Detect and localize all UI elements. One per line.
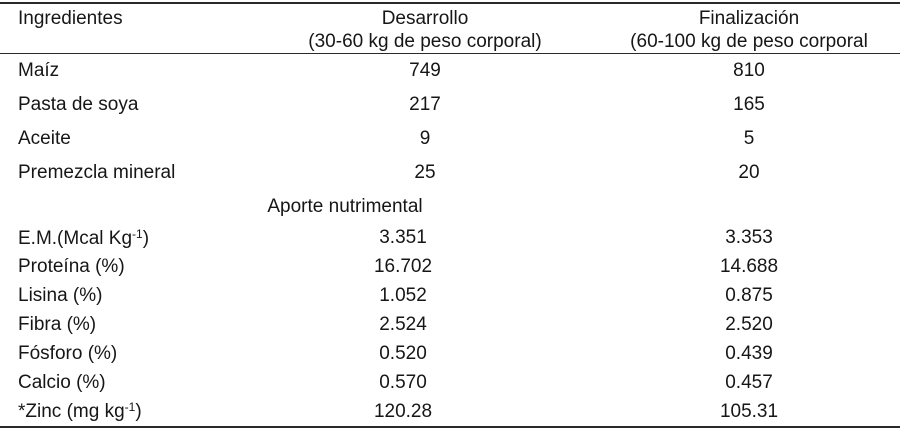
finalizacion-value-cell: 14.688: [719, 256, 779, 277]
row-label-cell: Maíz: [0, 54, 252, 88]
table-row: Fósforo (%) 0.520 0.439: [0, 340, 900, 369]
desarrollo-value-cell: 1.052: [379, 285, 427, 306]
table-body: Maíz 749 810 Pasta de soya 217 165 Aceite 9 5 Pre…: [0, 54, 900, 427]
row-label: Fibra (%): [18, 314, 97, 335]
column-header-desarrollo: Desarrollo (30-60 kg de peso corporal): [252, 3, 598, 54]
desarrollo-value-cell: 0.570: [379, 372, 427, 393]
row-label: Calcio (%): [18, 372, 106, 393]
table-row: Maíz 749 810: [0, 54, 900, 88]
row-label: Fósforo (%): [18, 343, 118, 364]
row-label: *Zinc (mg kg: [18, 401, 125, 422]
finalizacion-value-cell: 2.520: [725, 314, 773, 335]
table-row: Lisina (%) 1.052 0.875: [0, 282, 900, 311]
desarrollo-value-cell: 749: [409, 59, 441, 81]
row-label-cell: Calcio (%): [0, 369, 252, 398]
desarrollo-value-cell: 3.351: [379, 227, 427, 248]
header-line2: (30-60 kg de peso corporal): [308, 31, 542, 52]
desarrollo-value-cell: 25: [414, 161, 436, 183]
section-header-row: Aporte nutrimental: [0, 190, 900, 224]
desarrollo-value-cell: 2.524: [379, 314, 427, 335]
row-label: Maíz: [18, 59, 60, 81]
row-label-cell: Lisina (%): [0, 282, 252, 311]
section-header-cell: Aporte nutrimental: [267, 195, 423, 217]
superscript-exponent: -1: [132, 226, 143, 241]
finalizacion-value-cell: 0.875: [725, 285, 773, 306]
finalizacion-value-cell: 105.31: [719, 400, 779, 422]
finalizacion-value-cell: 810: [733, 59, 765, 81]
row-label-cell: Proteína (%): [0, 253, 252, 282]
finalizacion-value-cell: 3.353: [725, 227, 773, 248]
row-label: Premezcla mineral: [18, 161, 176, 183]
row-label: E.M.(Mcal Kg: [18, 227, 133, 249]
row-label-end: ): [135, 401, 142, 422]
row-label: Pasta de soya: [18, 93, 139, 115]
finalizacion-value-cell: 0.457: [725, 372, 773, 393]
row-label-cell: Pasta de soya: [0, 88, 252, 122]
finalizacion-value-cell: 5: [743, 127, 755, 149]
finalizacion-value-cell: 20: [738, 161, 760, 183]
table-row: E.M.(Mcal Kg-1) 3.351 3.353: [0, 224, 900, 253]
table-row: Premezcla mineral 25 20: [0, 156, 900, 190]
header-line1: Desarrollo: [381, 8, 469, 29]
table-header: Ingredientes Desarrollo (30-60 kg de pes…: [0, 3, 900, 54]
row-label: Lisina (%): [18, 285, 103, 306]
header-line2: (60-100 kg de peso corporal: [630, 31, 868, 52]
row-label: Proteína (%): [18, 256, 125, 277]
row-label-cell: Aceite: [0, 122, 252, 156]
header-line1: Finalización: [698, 8, 800, 29]
header-row: Ingredientes Desarrollo (30-60 kg de pes…: [0, 3, 900, 54]
desarrollo-value-cell: 9: [419, 127, 431, 149]
row-label-cell: Fibra (%): [0, 311, 252, 340]
row-label-cell: Premezcla mineral: [0, 156, 252, 190]
row-label-cell: E.M.(Mcal Kg-1): [0, 224, 252, 253]
desarrollo-value-cell: 0.520: [379, 343, 427, 364]
row-label-cell: *Zinc (mg kg-1): [0, 398, 252, 427]
row-label-end: ): [142, 227, 150, 249]
table-row: Proteína (%) 16.702 14.688: [0, 253, 900, 282]
column-header-finalizacion: Finalización (60-100 kg de peso corporal: [598, 3, 900, 54]
table-row: Pasta de soya 217 165: [0, 88, 900, 122]
desarrollo-value-cell: 217: [409, 93, 441, 115]
column-header-ingredientes: Ingredientes: [0, 3, 252, 54]
superscript-exponent: -1: [124, 400, 136, 414]
desarrollo-value-cell: 16.702: [373, 256, 433, 277]
finalizacion-value-cell: 165: [733, 93, 765, 115]
header-line1: Ingredientes: [18, 8, 123, 29]
table-row: Calcio (%) 0.570 0.457: [0, 369, 900, 398]
desarrollo-value-cell: 120.28: [373, 400, 433, 422]
table-row: *Zinc (mg kg-1) 120.28 105.31: [0, 398, 900, 427]
row-label-cell: Fósforo (%): [0, 340, 252, 369]
table-row: Aceite 9 5: [0, 122, 900, 156]
table-row: Fibra (%) 2.524 2.520: [0, 311, 900, 340]
finalizacion-value-cell: 0.439: [725, 343, 773, 364]
diet-composition-table: Ingredientes Desarrollo (30-60 kg de pes…: [0, 2, 900, 428]
row-label: Aceite: [18, 127, 71, 149]
